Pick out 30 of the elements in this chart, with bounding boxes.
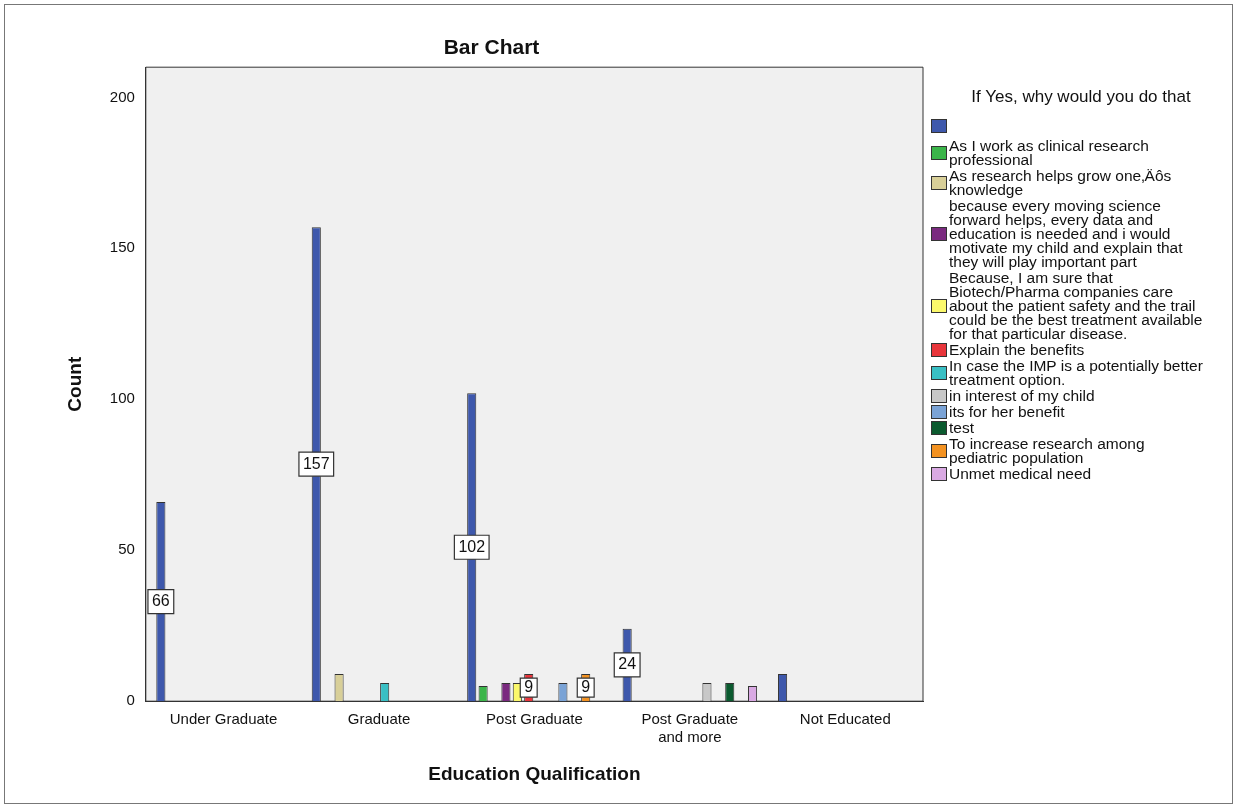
- data-label: 9: [524, 678, 534, 696]
- legend-label: in interest of my child: [949, 387, 1096, 404]
- legend-label: In case the IMP is a potentially better treatment option.: [949, 357, 1204, 388]
- legend-label: Because, I am sure that Biotech/Pharma companies care about the patient safety and the trail could be the best treatment available for that particular disease.: [949, 269, 1204, 342]
- y-tick-label: 100: [109, 389, 135, 407]
- data-label: 157: [302, 454, 330, 472]
- legend-label: To increase research among pediatric population: [949, 435, 1146, 466]
- y-tick-label: 0: [126, 691, 135, 709]
- legend-label: As I work as clinical research professional: [949, 137, 1150, 168]
- legend-label: because every moving science forward helps, every data and education is needed and i would motivate my child and explain that they will play important part: [949, 197, 1184, 270]
- data-label: 102: [458, 537, 486, 555]
- chart-title: Bar Chart: [443, 35, 540, 59]
- x-tick-label: Under Graduate: [169, 710, 278, 728]
- y-tick-label: 200: [109, 87, 135, 105]
- data-label: 66: [151, 591, 170, 609]
- data-label: 24: [618, 655, 637, 673]
- y-axis-title: Count: [63, 356, 85, 412]
- legend-label: its for her benefit: [949, 403, 1066, 420]
- legend-title: If Yes, why would you do that: [970, 87, 1192, 106]
- legend-label: Unmet medical need: [949, 465, 1093, 482]
- x-tick-label: Graduate: [347, 710, 411, 728]
- x-axis-title: Education Qualification: [428, 762, 641, 784]
- legend-label: test: [949, 419, 975, 436]
- y-tick-label: 50: [118, 540, 135, 558]
- x-tick-label: Post Graduate: [486, 710, 583, 728]
- x-tick-label: Not Educated: [799, 710, 891, 728]
- data-label: 9: [581, 678, 591, 696]
- y-tick-label: 150: [109, 238, 135, 256]
- legend-label: Explain the benefits: [949, 341, 1086, 358]
- x-tick-label: Post Graduate and more: [641, 710, 739, 746]
